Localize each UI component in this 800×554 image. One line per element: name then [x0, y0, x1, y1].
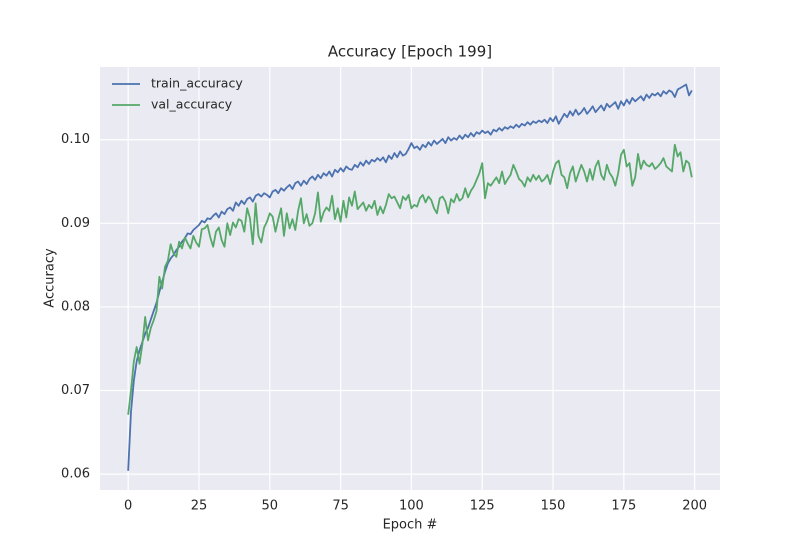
plot-area: [100, 67, 720, 490]
series-line: [127, 143, 693, 415]
y-tick-label: 0.10: [61, 132, 90, 147]
x-tick-label: 200: [682, 499, 707, 514]
x-tick-label: 175: [611, 499, 636, 514]
legend-label: train_accuracy: [151, 76, 243, 91]
series-line: [127, 83, 693, 471]
y-tick-label: 0.09: [61, 216, 90, 231]
y-tick-label: 0.07: [61, 383, 90, 398]
y-tick-label: 0.08: [61, 299, 90, 314]
x-tick-label: 0: [124, 499, 132, 514]
y-axis-label: Accuracy: [43, 248, 58, 308]
x-tick-label: 150: [541, 499, 566, 514]
x-tick-label: 25: [191, 499, 208, 514]
x-axis-label: Epoch #: [383, 518, 438, 533]
x-tick-label: 100: [399, 499, 424, 514]
grid: [100, 67, 720, 490]
chart-title: Accuracy [Epoch 199]: [328, 43, 492, 61]
lines: [127, 83, 693, 471]
x-tick-label: 50: [262, 499, 279, 514]
x-tick-label: 75: [332, 499, 349, 514]
y-tick-label: 0.06: [61, 467, 90, 482]
legend-label: val_accuracy: [151, 97, 233, 112]
x-tick-label: 125: [470, 499, 495, 514]
